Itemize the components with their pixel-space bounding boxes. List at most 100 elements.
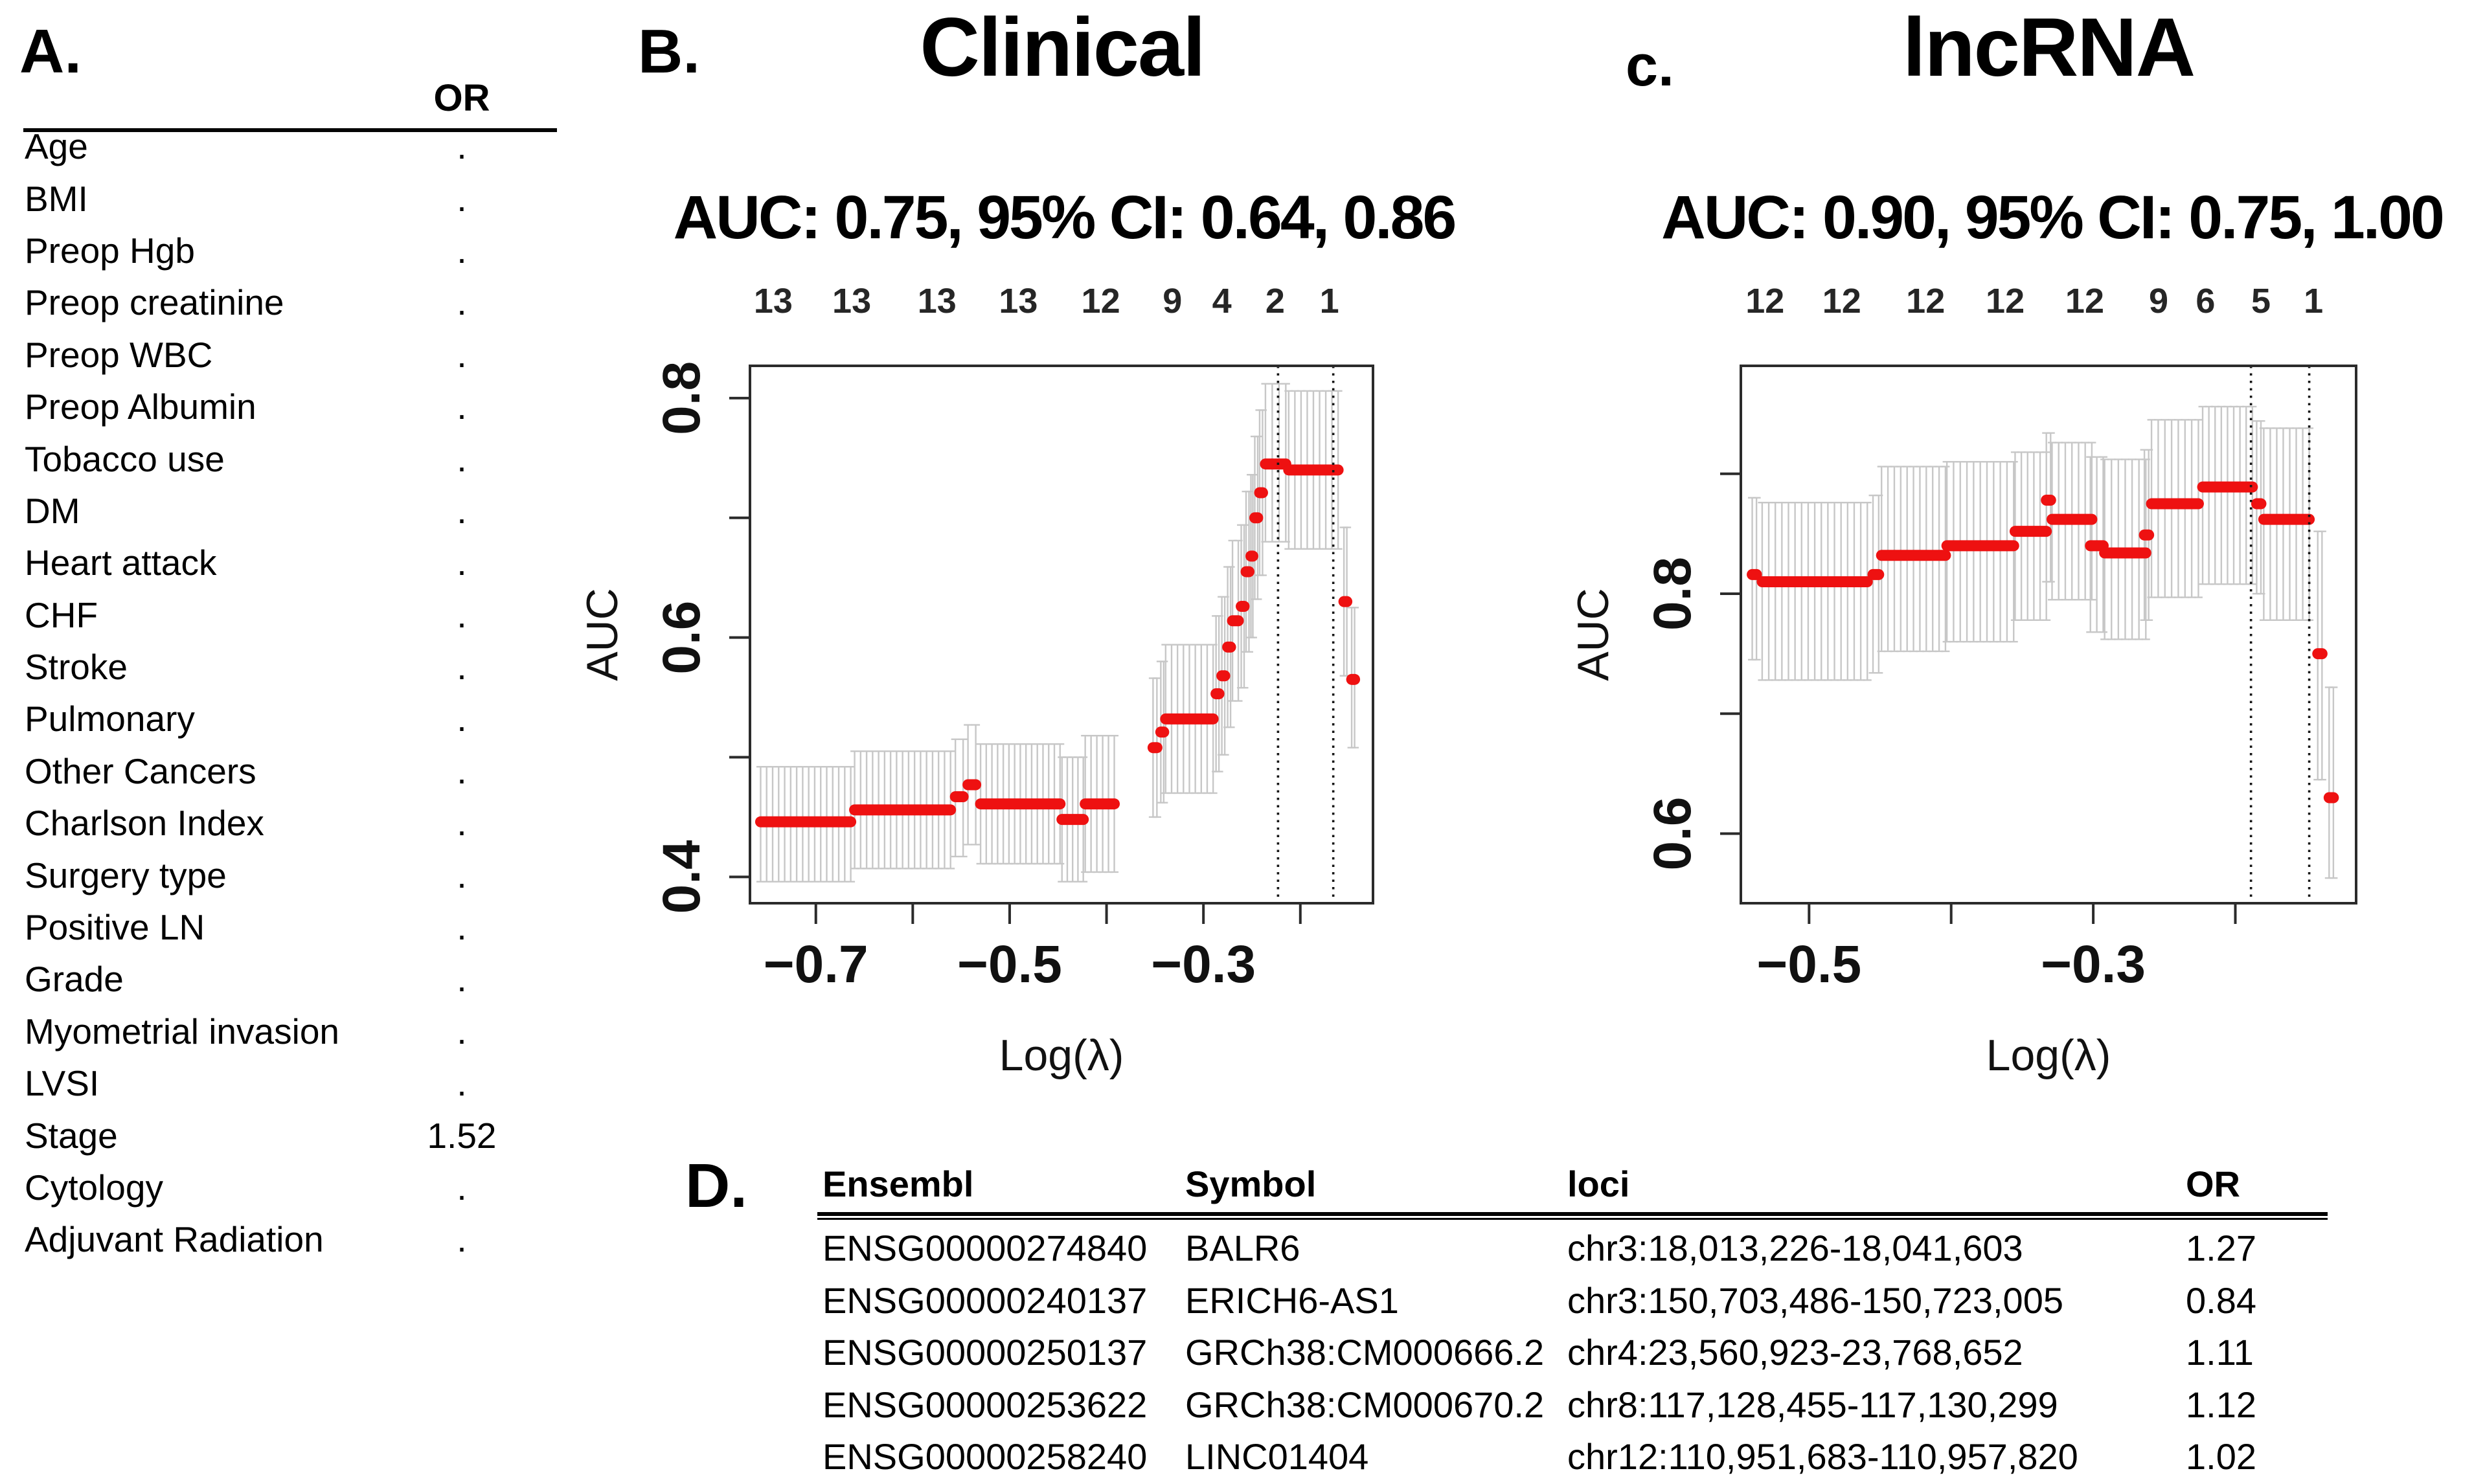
svg-text:0.6: 0.6 [652, 601, 711, 675]
variable-row: Age . [25, 120, 558, 172]
svg-text:12: 12 [1986, 282, 2025, 320]
cell-gene-symbol: BALR6 [1185, 1228, 1300, 1268]
variable-or-value: . [457, 1219, 467, 1260]
panel-b-label: B. [638, 17, 700, 86]
variable-or-value: . [457, 803, 467, 844]
svg-text:13: 13 [999, 282, 1038, 320]
panel-a-label: A. [19, 17, 82, 86]
variable-or-value: . [457, 230, 467, 271]
panel-d-label: D. [685, 1151, 747, 1220]
variable-name: Adjuvant Radiation [25, 1219, 324, 1260]
panel-b-auc-subtitle: AUC: 0.75, 95% CI: 0.64, 0.86 [673, 183, 1457, 252]
variable-or-value: . [457, 699, 467, 739]
cell-odds-ratio: 1.27 [2186, 1228, 2256, 1268]
svg-text:−0.7: −0.7 [764, 935, 868, 994]
variable-row: Stage 1.52 [25, 1109, 558, 1161]
panel-a-or-header: OR [433, 77, 490, 119]
variable-name: Cytology [25, 1167, 163, 1208]
variable-row: Grade . [25, 953, 558, 1005]
variable-name: BMI [25, 178, 88, 219]
cell-genomic-loci: chr12:110,951,683-110,957,820 [1567, 1436, 2078, 1477]
cell-ensembl-id: ENSG00000274840 [823, 1228, 1148, 1268]
variable-name: Stroke [25, 647, 128, 688]
table-header-ensembl: Ensembl [823, 1164, 974, 1204]
variable-name: Age [25, 126, 88, 167]
variable-row: Pulmonary . [25, 693, 558, 745]
table-row: ENSG00000253622 GRCh38:CM000670.2 chr8:1… [823, 1379, 2338, 1432]
variable-or-value: . [457, 1011, 467, 1051]
cell-ensembl-id: ENSG00000258240 [823, 1436, 1148, 1477]
svg-text:Log(λ): Log(λ) [999, 1031, 1124, 1080]
variable-row: Preop WBC . [25, 329, 558, 381]
variable-or-value: . [457, 907, 467, 948]
variable-row: Surgery type . [25, 849, 558, 901]
svg-text:12: 12 [1745, 282, 1784, 320]
variable-or-value: . [457, 126, 467, 167]
variable-row: Preop Albumin . [25, 381, 558, 433]
cell-gene-symbol: GRCh38:CM000666.2 [1185, 1332, 1545, 1373]
variable-row: Adjuvant Radiation . [25, 1213, 558, 1265]
table-row: ENSG00000274840 BALR6 chr3:18,013,226-18… [823, 1222, 2338, 1275]
svg-text:12: 12 [1822, 282, 1861, 320]
variable-or-value: . [457, 855, 467, 895]
svg-text:0.6: 0.6 [1643, 797, 1702, 871]
variable-or-value: . [457, 1167, 467, 1208]
variable-name: Charlson Index [25, 803, 264, 844]
variable-row: LVSI . [25, 1057, 558, 1109]
svg-text:−0.3: −0.3 [2041, 935, 2146, 994]
lncrna-gene-table: ENSG00000274840 BALR6 chr3:18,013,226-18… [823, 1222, 2338, 1483]
cell-gene-symbol: ERICH6-AS1 [1185, 1279, 1399, 1321]
svg-text:9: 9 [2149, 282, 2168, 320]
panel-a-header-rule [23, 128, 557, 132]
table-header-rule [817, 1212, 2328, 1220]
variable-row: Preop Hgb . [25, 225, 558, 276]
variable-or-value: . [457, 178, 467, 219]
table-row: ENSG00000258240 LINC01404 chr12:110,951,… [823, 1431, 2338, 1483]
variable-or-value: 1.52 [427, 1115, 497, 1156]
cell-gene-symbol: LINC01404 [1185, 1436, 1369, 1477]
variable-or-value: . [457, 959, 467, 1000]
svg-text:−0.5: −0.5 [1756, 935, 1861, 994]
table-row: ENSG00000250137 GRCh38:CM000666.2 chr4:2… [823, 1327, 2338, 1379]
table-row: ENSG00000240137 ERICH6-AS1 chr3:150,703,… [823, 1275, 2338, 1327]
cell-genomic-loci: chr3:18,013,226-18,041,603 [1567, 1228, 2023, 1268]
variable-or-value: . [457, 490, 467, 531]
svg-text:6: 6 [2196, 282, 2215, 320]
variable-row: Cytology . [25, 1162, 558, 1213]
variable-name: CHF [25, 594, 98, 635]
svg-text:AUC: AUC [1569, 588, 1618, 681]
variable-name: Surgery type [25, 855, 227, 895]
variable-name: LVSI [25, 1063, 100, 1104]
table-header-or: OR [2186, 1164, 2240, 1204]
variable-row: CHF . [25, 589, 558, 641]
svg-text:12: 12 [1082, 282, 1120, 320]
cell-odds-ratio: 0.84 [2186, 1279, 2256, 1321]
svg-text:0.8: 0.8 [1643, 557, 1702, 631]
variable-row: Heart attack . [25, 537, 558, 589]
variable-row: Positive LN . [25, 901, 558, 953]
variable-name: Myometrial invasion [25, 1011, 340, 1051]
cell-genomic-loci: chr8:117,128,455-117,130,299 [1567, 1384, 2058, 1425]
svg-text:Log(λ): Log(λ) [1986, 1031, 2111, 1080]
variable-name: Stage [25, 1115, 118, 1156]
svg-text:2: 2 [1265, 282, 1285, 320]
svg-text:AUC: AUC [578, 588, 627, 681]
variable-or-value: . [457, 334, 467, 375]
variable-name: Heart attack [25, 543, 217, 583]
svg-text:0.4: 0.4 [652, 840, 711, 914]
table-header-loci: loci [1567, 1164, 1630, 1204]
panel-c-label: c. [1626, 34, 1675, 98]
variable-or-value: . [457, 1063, 467, 1104]
table-header-symbol: Symbol [1185, 1164, 1317, 1204]
variable-or-value: . [457, 282, 467, 323]
variable-or-value: . [457, 594, 467, 635]
variable-name: Grade [25, 959, 124, 1000]
cell-odds-ratio: 1.11 [2186, 1332, 2254, 1373]
cell-genomic-loci: chr3:150,703,486-150,723,005 [1567, 1279, 2063, 1321]
variable-name: Pulmonary [25, 699, 195, 739]
cell-odds-ratio: 1.12 [2186, 1384, 2256, 1425]
cell-gene-symbol: GRCh38:CM000670.2 [1185, 1384, 1545, 1425]
svg-text:13: 13 [754, 282, 793, 320]
variable-name: Preop WBC [25, 334, 213, 375]
